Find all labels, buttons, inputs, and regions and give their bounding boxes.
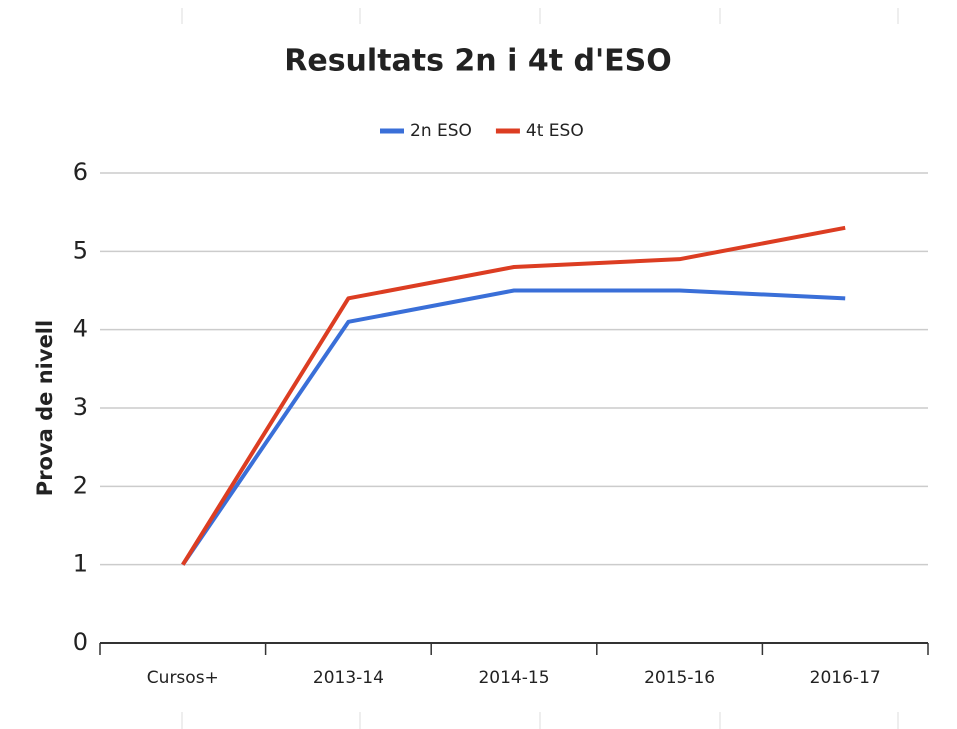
x-tick-label: Cursos+ [147, 668, 219, 688]
legend-label: 4t ESO [526, 121, 584, 141]
x-tick-label: 2013-14 [313, 668, 384, 688]
x-tick-label: 2015-16 [644, 668, 715, 688]
x-tick-label: 2014-15 [478, 668, 549, 688]
series-line [181, 288, 846, 566]
y-tick-label: 6 [73, 158, 88, 186]
y-tick-label: 5 [73, 236, 88, 264]
series-line [181, 225, 846, 566]
y-tick-label: 4 [73, 315, 88, 343]
legend-label: 2n ESO [410, 121, 472, 141]
y-tick-label: 1 [73, 550, 88, 578]
y-tick-label: 2 [73, 471, 88, 499]
y-tick-label: 3 [73, 393, 88, 421]
y-tick-label: 0 [73, 628, 88, 656]
chart-title: Resultats 2n i 4t d'ESO [284, 44, 672, 79]
y-axis-label: Prova de nivell [33, 320, 57, 496]
sheet-cell-marks [181, 8, 899, 729]
x-tick-label: 2016-17 [810, 668, 881, 688]
